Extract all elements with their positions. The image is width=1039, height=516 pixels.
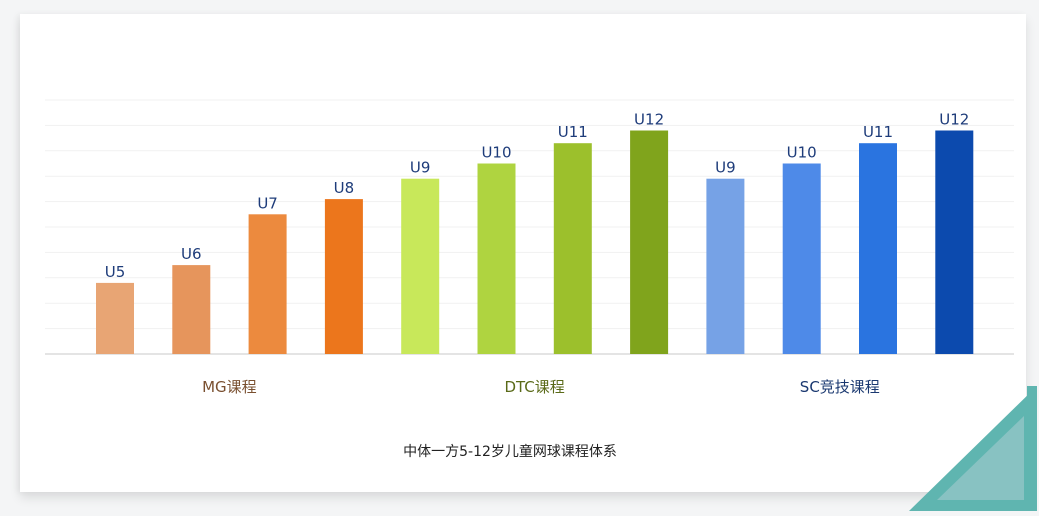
bar-u11-2 [553, 143, 592, 354]
group-label: DTC课程 [504, 378, 564, 396]
bar-label: U7 [257, 194, 278, 212]
bar-u11-3 [859, 143, 897, 354]
bar-label: U6 [181, 245, 202, 263]
bar-u8-1 [324, 199, 363, 354]
bars [96, 130, 974, 354]
bar-labels: U5 U6 U7 U8 U9 U10 U11 U12 U9 U10 U11 U12 [105, 111, 970, 281]
corner-decoration [909, 386, 1037, 511]
chart-card: U5 U6 U7 U8 U9 U10 U11 U12 U9 U10 U11 U12 MG课程 DTC课程… [20, 14, 1026, 492]
bar-label: U9 [410, 159, 431, 177]
bar-label: U12 [939, 111, 969, 129]
bar-label: U11 [558, 123, 588, 141]
bar-u9-3 [706, 178, 745, 354]
bar-u12-3 [935, 130, 974, 354]
corner-fold-edge [1027, 386, 1037, 511]
corner-fold-front [937, 416, 1024, 500]
group-labels: MG课程 DTC课程 SC竞技课程 [202, 378, 880, 396]
bar-label: U5 [105, 263, 126, 281]
bar-label: U12 [634, 111, 664, 129]
bar-u12-2 [630, 130, 669, 354]
bar-label: U10 [787, 144, 817, 162]
bar-chart: U5 U6 U7 U8 U9 U10 U11 U12 U9 U10 U11 U12 MG课程 DTC课程… [45, 99, 1014, 460]
bar-label: U8 [334, 179, 355, 197]
bar-u10-2 [477, 163, 516, 354]
bar-label: U9 [715, 159, 736, 177]
group-label: SC竞技课程 [800, 378, 880, 396]
bar-u7-1 [248, 214, 287, 354]
bar-u9-2 [401, 178, 440, 354]
chart-title: 中体一方5-12岁儿童网球课程体系 [403, 443, 617, 460]
bar-label: U10 [481, 144, 511, 162]
bar-u6-1 [172, 265, 211, 354]
bar-label: U11 [863, 123, 893, 141]
group-label: MG课程 [202, 378, 257, 396]
bar-u10-3 [782, 163, 821, 354]
bar-u5-1 [96, 282, 134, 354]
